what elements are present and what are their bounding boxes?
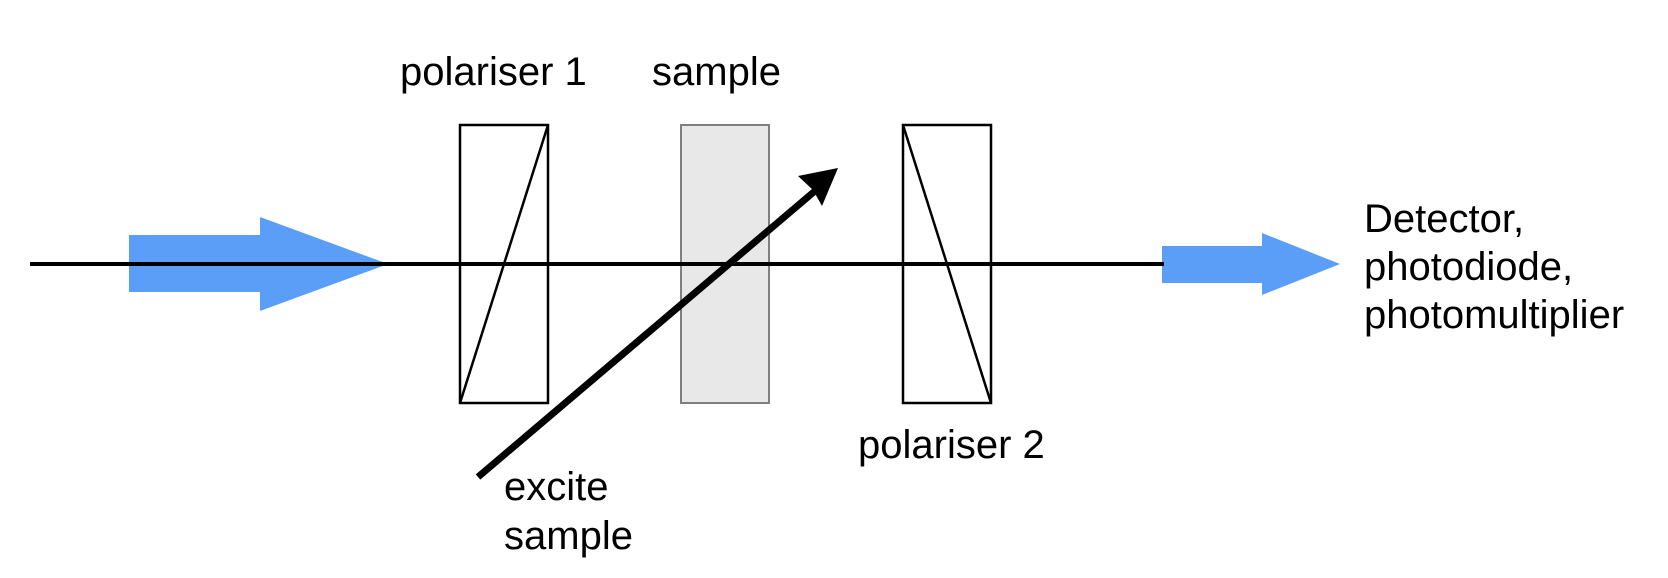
excite-label-line-1: excite xyxy=(504,465,609,509)
excite-arrow xyxy=(478,168,838,477)
detector-label-line-3: photomultiplier xyxy=(1364,293,1624,337)
detector-label-line-2: photodiode, xyxy=(1364,245,1573,289)
outgoing-beam-arrow xyxy=(1162,233,1340,295)
polariser-1-label: polariser 1 xyxy=(400,50,587,94)
detector-label-line-1: Detector, xyxy=(1364,197,1524,241)
sample-label: sample xyxy=(652,50,781,94)
polariser-2-label: polariser 2 xyxy=(858,423,1045,467)
excite-label-line-2: sample xyxy=(504,514,633,558)
excite-arrow-shaft xyxy=(478,185,822,477)
